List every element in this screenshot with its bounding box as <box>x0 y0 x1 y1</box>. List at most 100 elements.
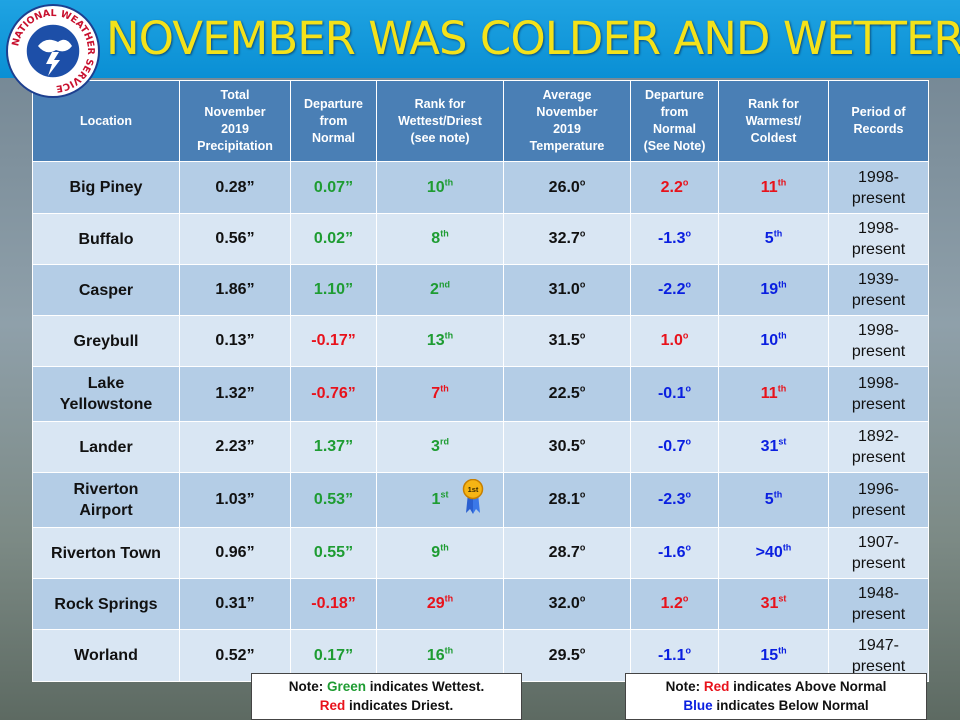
temperature-value: 29.5 <box>548 646 580 664</box>
temperature-value: 26.0 <box>548 178 580 196</box>
period-text: 1947- <box>858 636 899 654</box>
cell-temperature: 28.1o <box>503 472 631 528</box>
climate-table: Location Total November 2019 Precipitation … <box>32 80 929 682</box>
table-row: Rock Springs 0.31” -0.18” 29th 32.0o 1.2… <box>32 578 929 630</box>
cell-precip: 1.32” <box>179 366 291 422</box>
table-row: Riverton Airport 1.03” 0.53” 1st 1st 28.1… <box>32 472 929 528</box>
temp-departure-value: -1.3 <box>657 230 686 247</box>
period-text: 1998- <box>858 220 899 237</box>
precip-value: 2.23” <box>215 438 255 455</box>
temp-rank-suffix: th <box>777 383 787 394</box>
precip-rank-value: 10 <box>426 178 445 196</box>
temp-rank-value: 31 <box>760 438 779 455</box>
cell-precip: 0.56” <box>179 213 291 265</box>
cell-temp-rank: >40th <box>718 527 829 579</box>
precip-rank-value: 13 <box>426 332 445 349</box>
temp-departure-value: -2.3 <box>657 491 686 508</box>
cell-precip-rank: 10th <box>376 161 504 214</box>
degree-mark: o <box>685 489 692 500</box>
cell-precip-departure: -0.17” <box>290 315 377 367</box>
header-precip-departure: Departure from Normal <box>290 80 377 162</box>
precip-value: 0.13” <box>215 332 255 349</box>
table-row: Big Piney 0.28” 0.07” 10th 26.0o 2.2o 11… <box>32 161 929 214</box>
precip-departure-value: 0.17” <box>313 646 354 664</box>
first-place-ribbon-icon: 1st <box>462 479 483 514</box>
cell-precip-departure: 0.55” <box>290 527 377 579</box>
location-name: Riverton Town <box>51 544 161 562</box>
period-text: 1998- <box>858 322 899 339</box>
precip-departure-value: -0.76” <box>311 385 356 402</box>
precip-rank-wrap: 1st 1st <box>431 479 483 514</box>
temp-rank-suffix: th <box>782 542 792 553</box>
cell-temp-rank: 11th <box>718 366 829 422</box>
header-temperature: Average November 2019 Temperature <box>503 80 631 162</box>
title-band <box>0 0 960 78</box>
period-text: 1948- <box>858 585 899 602</box>
cell-precip-departure: 1.37” <box>290 421 377 473</box>
cell-precip-departure: -0.18” <box>290 578 377 630</box>
cell-location: Greybull <box>32 315 180 367</box>
precip-rank-suffix: th <box>440 542 449 553</box>
cell-precip-departure: 0.53” <box>290 472 377 528</box>
cell-precip-rank: 1st 1st <box>376 472 504 528</box>
cell-temp-departure: -0.1o <box>630 366 719 422</box>
temp-rank-suffix: th <box>773 228 783 239</box>
cell-temp-rank: 10th <box>718 315 829 367</box>
cell-temp-departure: -1.1o <box>630 629 719 682</box>
degree-mark: o <box>579 489 586 500</box>
cell-period: 1996- present <box>828 472 929 528</box>
precip-departure-value: 1.37” <box>313 438 354 455</box>
temperature-value: 30.5 <box>548 438 580 455</box>
precip-rank-suffix: nd <box>438 279 450 290</box>
cell-period: 1998- present <box>828 315 929 367</box>
period-text: present <box>851 189 906 207</box>
cell-period: 1998- present <box>828 366 929 422</box>
header-period: Period of Records <box>828 80 929 162</box>
precip-rank-value: 3 <box>431 438 440 455</box>
temp-rank-value: 19 <box>760 281 779 298</box>
temp-rank-value: 11 <box>760 178 778 196</box>
cell-location: Lake Yellowstone <box>32 366 180 422</box>
degree-mark: o <box>579 436 586 447</box>
temp-rank-suffix: th <box>778 330 787 341</box>
period-text: present <box>851 241 906 258</box>
cell-temp-rank: 19th <box>718 264 829 316</box>
precip-rank-value: 1 <box>431 491 441 508</box>
degree-mark: o <box>579 330 586 341</box>
location-name: Big Piney <box>69 179 143 196</box>
precip-departure-value: -0.17” <box>311 332 356 349</box>
period-text: 1892- <box>858 428 899 445</box>
precip-departure-value: 0.53” <box>313 491 354 508</box>
precip-value: 0.28” <box>215 178 255 196</box>
temp-rank-suffix: th <box>773 489 783 500</box>
period-text: present <box>851 606 906 623</box>
location-name: Yellowstone <box>59 396 153 413</box>
period-text: 1998- <box>858 168 899 186</box>
cell-location: Riverton Town <box>32 527 180 579</box>
cell-temp-rank: 5th <box>718 213 829 265</box>
degree-mark: o <box>579 383 586 394</box>
cell-precip-rank: 8th <box>376 213 504 265</box>
temp-rank-value: 5 <box>764 230 774 247</box>
degree-mark: o <box>682 593 689 604</box>
cell-temp-departure: -1.3o <box>630 213 719 265</box>
period-text: 1939- <box>858 271 899 288</box>
cell-temperature: 28.7o <box>503 527 631 579</box>
cell-precip-departure: -0.76” <box>290 366 377 422</box>
location-name: Rock Springs <box>54 595 158 613</box>
period-text: present <box>851 343 906 360</box>
table-row: Riverton Town 0.96” 0.55” 9th 28.7o -1.6… <box>32 527 929 579</box>
temperature-value: 31.0 <box>548 281 580 298</box>
location-name: Worland <box>74 647 138 664</box>
cell-location: Casper <box>32 264 180 316</box>
cell-location: Buffalo <box>32 213 180 265</box>
location-name: Airport <box>79 502 133 519</box>
cell-temp-departure: -0.7o <box>630 421 719 473</box>
degree-mark: o <box>579 593 586 604</box>
precip-departure-value: 0.07” <box>313 178 354 196</box>
degree-mark: o <box>682 330 689 341</box>
header-temp-departure: Departure from Normal (See Note) <box>630 80 719 162</box>
location-name: Riverton <box>73 481 139 498</box>
temp-rank-value: 10 <box>760 332 779 349</box>
cell-temperature: 26.0o <box>503 161 631 214</box>
